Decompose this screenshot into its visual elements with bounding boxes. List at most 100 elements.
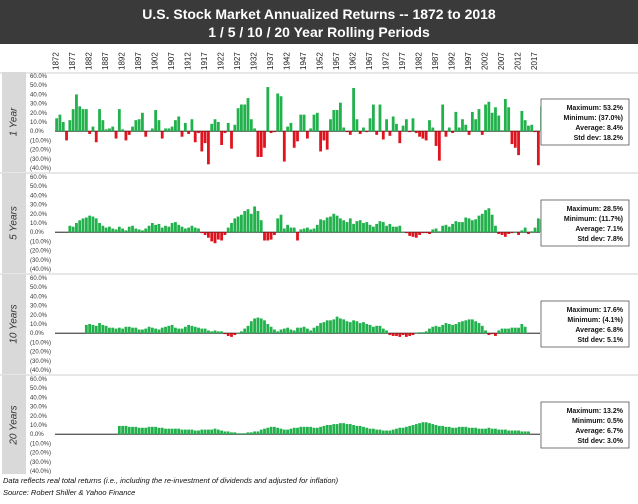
bar (94, 131, 98, 143)
bar (345, 131, 349, 133)
stats-line: Maximum: 28.5% (567, 206, 624, 213)
bar (167, 128, 171, 132)
bar (253, 318, 257, 334)
x-tick-label: 1897 (134, 52, 143, 70)
bar (167, 428, 171, 435)
bar (263, 428, 266, 435)
bar (464, 426, 468, 435)
bar (246, 209, 250, 233)
bar (279, 96, 283, 132)
bar (428, 120, 431, 132)
bar (246, 432, 250, 435)
bar (312, 427, 316, 435)
y-tick-label: 30.0% (30, 203, 48, 209)
bar (500, 429, 504, 435)
bar (246, 98, 250, 132)
bar (223, 131, 227, 134)
bar (302, 426, 306, 435)
bar (312, 114, 316, 132)
bar (263, 320, 266, 334)
x-tick-label: 1937 (266, 52, 275, 70)
bar (352, 425, 355, 435)
bar (180, 226, 184, 233)
x-tick-label: 1927 (233, 52, 242, 70)
bar (273, 131, 276, 133)
y-tick-label: (20.0%) (30, 249, 51, 255)
x-tick-label: 1972 (382, 52, 391, 70)
y-tick-label: 40.0% (30, 395, 48, 401)
panel-label: 20 Years (9, 405, 20, 445)
bar (279, 428, 283, 435)
bar (200, 328, 204, 334)
bar (134, 120, 138, 132)
bar (289, 428, 293, 435)
bar (385, 330, 388, 334)
bar (490, 428, 494, 435)
bar (276, 93, 280, 132)
panel-4: 20 Years 60.0% 50.0% 40.0% 30.0% 20.0% 10.0% 0.… (2, 375, 630, 474)
x-tick-label: 1942 (283, 52, 292, 70)
stats-line: Maximum: 17.6% (567, 307, 624, 314)
bar (253, 431, 257, 435)
bar (259, 429, 263, 435)
y-tick-label: (20.0%) (30, 451, 51, 457)
bar (266, 427, 270, 435)
bar (81, 109, 85, 132)
bar (170, 126, 174, 132)
bar (411, 333, 415, 336)
bar (348, 131, 352, 135)
bar (322, 425, 326, 435)
x-tick-label: 1977 (398, 52, 407, 70)
bar (127, 326, 131, 334)
bar (424, 131, 428, 141)
bar (71, 109, 75, 132)
bar (418, 423, 421, 435)
bar (134, 228, 138, 233)
bar (431, 424, 435, 435)
y-tick-label: (40.0%) (30, 368, 51, 374)
bar (210, 331, 214, 334)
y-tick-label: (10.0%) (30, 239, 51, 245)
bar (424, 232, 428, 234)
bar (355, 119, 359, 132)
rolling-returns-chart: 1872 1877 1882 1887 1892 1897 1902 1907 1912 1917… (0, 52, 638, 474)
bar (207, 232, 210, 238)
bar (494, 225, 497, 233)
bar (461, 321, 464, 334)
bar (520, 431, 524, 435)
bar (282, 429, 286, 435)
bar (177, 116, 181, 132)
bar (160, 131, 164, 139)
bar (385, 225, 388, 233)
bar (147, 225, 151, 233)
bar (84, 109, 88, 132)
bar (282, 131, 286, 162)
bar (309, 229, 313, 233)
bar (91, 324, 95, 334)
bar (338, 218, 342, 233)
bar (527, 232, 530, 235)
bar (137, 329, 141, 334)
bar (104, 129, 108, 132)
bar (177, 428, 181, 435)
bar (368, 224, 372, 233)
bar (292, 330, 296, 334)
bar (319, 219, 322, 233)
bar (338, 423, 342, 435)
bar (144, 427, 148, 435)
bar (263, 131, 266, 148)
bar (494, 107, 497, 132)
bar (418, 131, 421, 137)
bar (266, 87, 270, 132)
bar (523, 120, 527, 132)
y-tick-label: 50.0% (30, 184, 48, 190)
bar (230, 131, 233, 149)
bar (305, 131, 309, 139)
bar (101, 120, 105, 132)
bar (381, 430, 385, 435)
bar (325, 320, 329, 334)
bar (497, 115, 501, 132)
bar (81, 218, 85, 233)
bar (408, 425, 412, 435)
bar (467, 319, 471, 334)
